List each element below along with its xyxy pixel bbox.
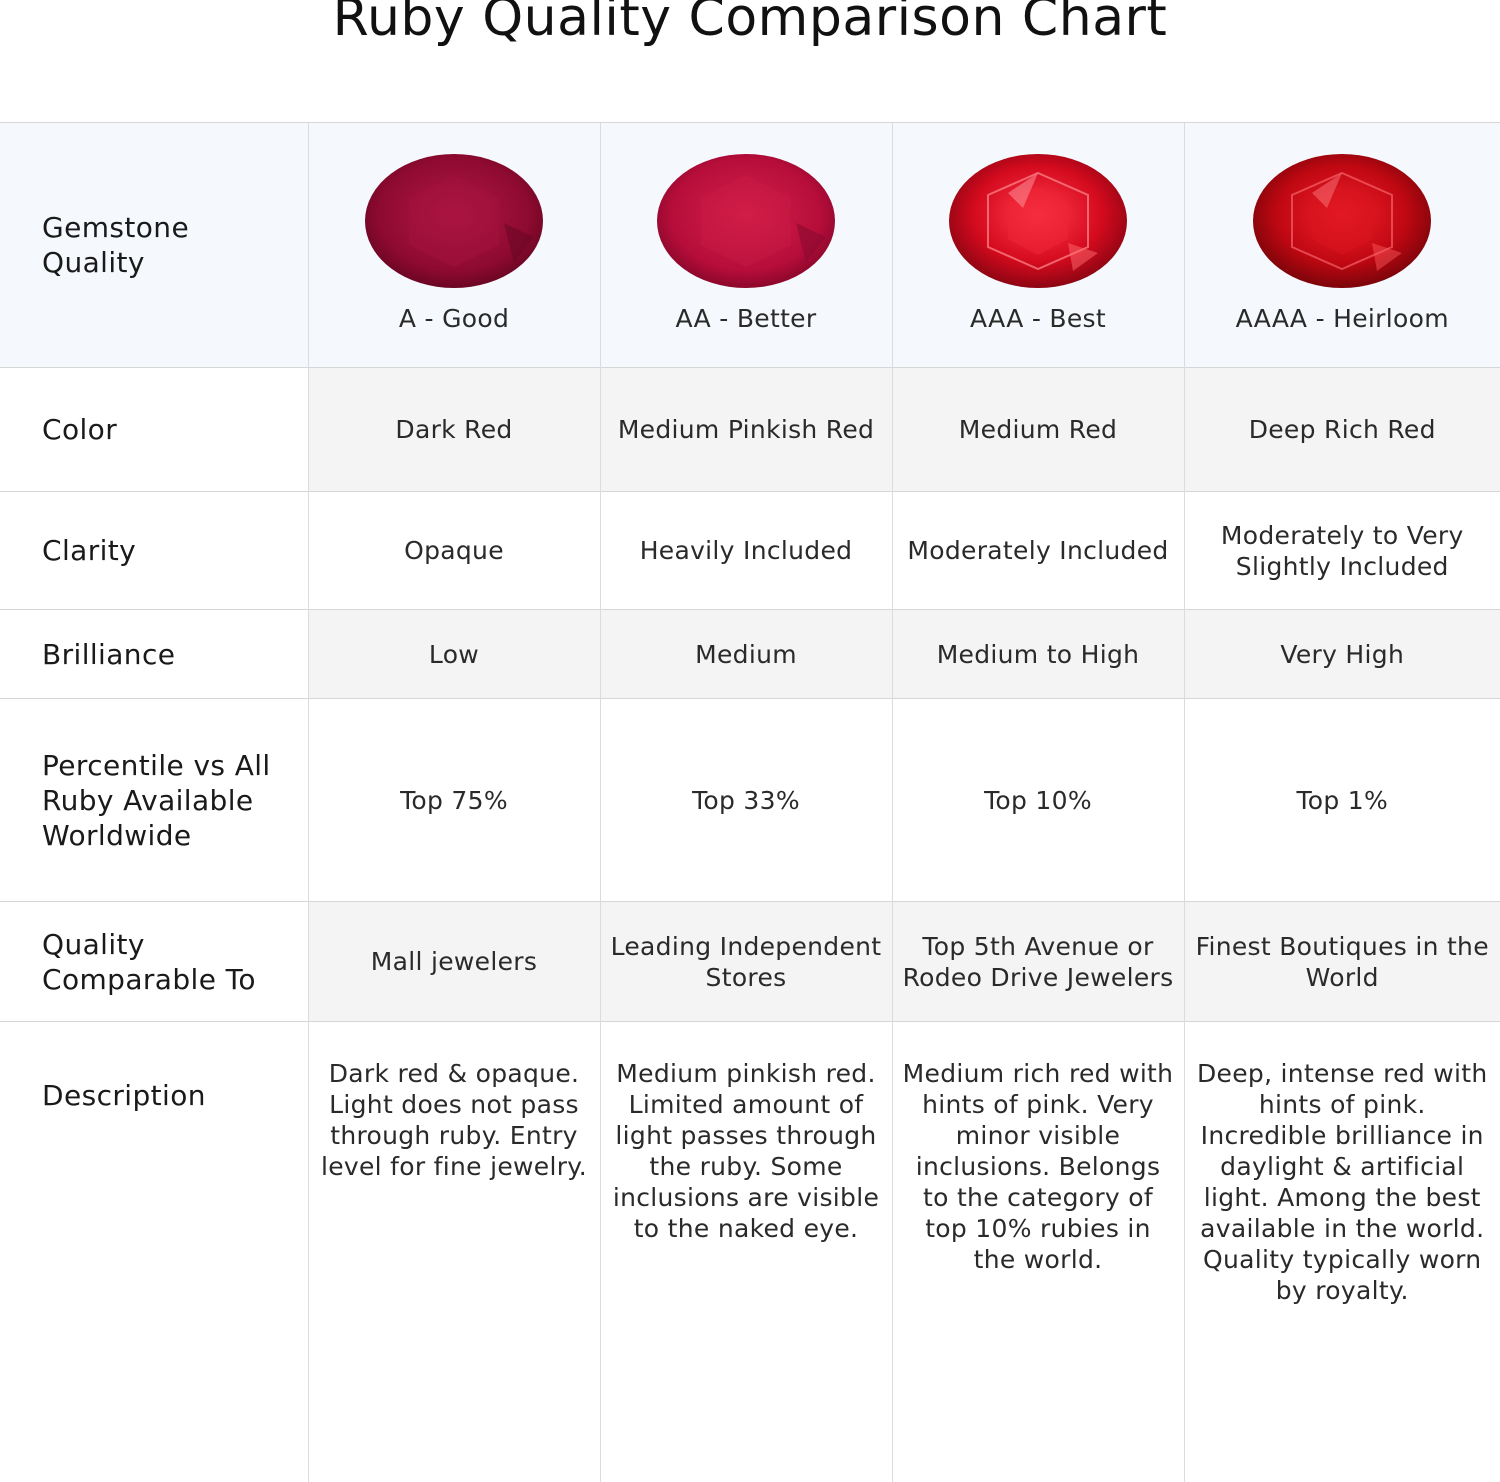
table-cell: Finest Boutiques in the World bbox=[1184, 902, 1500, 1022]
table-cell: Medium pinkish red. Limited amount of li… bbox=[600, 1022, 892, 1482]
table-cell: Top 1% bbox=[1184, 699, 1500, 902]
table-cell: Leading Independent Stores bbox=[600, 902, 892, 1022]
row-brilliance: Brilliance Low Medium Medium to High Ver… bbox=[0, 610, 1500, 699]
row-label-brilliance: Brilliance bbox=[0, 610, 308, 699]
row-comparable: Quality Comparable To Mall jewelers Lead… bbox=[0, 902, 1500, 1022]
row-color: Color Dark Red Medium Pinkish Red Medium… bbox=[0, 368, 1500, 492]
grade-label: AAA - Best bbox=[901, 303, 1176, 334]
row-label-description: Description bbox=[0, 1022, 308, 1482]
row-label-clarity: Clarity bbox=[0, 492, 308, 610]
ruby-gem-dark-icon bbox=[364, 153, 544, 289]
table-cell: Medium Pinkish Red bbox=[600, 368, 892, 492]
table-cell: Medium Red bbox=[892, 368, 1184, 492]
table-cell: Mall jewelers bbox=[308, 902, 600, 1022]
row-clarity: Clarity Opaque Heavily Included Moderate… bbox=[0, 492, 1500, 610]
grade-cell: AA - Better bbox=[600, 123, 892, 368]
row-label-color: Color bbox=[0, 368, 308, 492]
table-cell: Dark red & opaque. Light does not pass t… bbox=[308, 1022, 600, 1482]
table-cell: Moderately Included bbox=[892, 492, 1184, 610]
ruby-gem-pinkish-icon bbox=[656, 153, 836, 289]
table-cell: Medium rich red with hints of pink. Very… bbox=[892, 1022, 1184, 1482]
row-label-comparable: Quality Comparable To bbox=[0, 902, 308, 1022]
table-cell: Top 33% bbox=[600, 699, 892, 902]
row-description: Description Dark red & opaque. Light doe… bbox=[0, 1022, 1500, 1482]
grade-cell: AAAA - Heirloom bbox=[1184, 123, 1500, 368]
table-cell: Medium bbox=[600, 610, 892, 699]
table-cell: Very High bbox=[1184, 610, 1500, 699]
grade-label: AAAA - Heirloom bbox=[1193, 303, 1493, 334]
row-gemstone-quality: Gemstone Quality A - Good AA - Better bbox=[0, 123, 1500, 368]
grade-label: AA - Better bbox=[609, 303, 884, 334]
row-label-percentile: Percentile vs All Ruby Available Worldwi… bbox=[0, 699, 308, 902]
table-cell: Deep, intense red with hints of pink. In… bbox=[1184, 1022, 1500, 1482]
ruby-comparison-table: Gemstone Quality A - Good AA - Better bbox=[0, 122, 1500, 1482]
row-label-gemstone-quality: Gemstone Quality bbox=[0, 123, 308, 368]
table-cell: Medium to High bbox=[892, 610, 1184, 699]
grade-label: A - Good bbox=[317, 303, 592, 334]
table-cell: Deep Rich Red bbox=[1184, 368, 1500, 492]
chart-title: Ruby Quality Comparison Chart bbox=[0, 0, 1500, 48]
table-cell: Dark Red bbox=[308, 368, 600, 492]
table-cell: Top 75% bbox=[308, 699, 600, 902]
table-cell: Opaque bbox=[308, 492, 600, 610]
table-cell: Moderately to Very Slightly Included bbox=[1184, 492, 1500, 610]
ruby-gem-deep-icon bbox=[1252, 153, 1432, 289]
grade-cell: A - Good bbox=[308, 123, 600, 368]
table-cell: Heavily Included bbox=[600, 492, 892, 610]
table-cell: Top 5th Avenue or Rodeo Drive Jewelers bbox=[892, 902, 1184, 1022]
row-percentile: Percentile vs All Ruby Available Worldwi… bbox=[0, 699, 1500, 902]
ruby-gem-medium-icon bbox=[948, 153, 1128, 289]
table-cell: Low bbox=[308, 610, 600, 699]
grade-cell: AAA - Best bbox=[892, 123, 1184, 368]
table-cell: Top 10% bbox=[892, 699, 1184, 902]
